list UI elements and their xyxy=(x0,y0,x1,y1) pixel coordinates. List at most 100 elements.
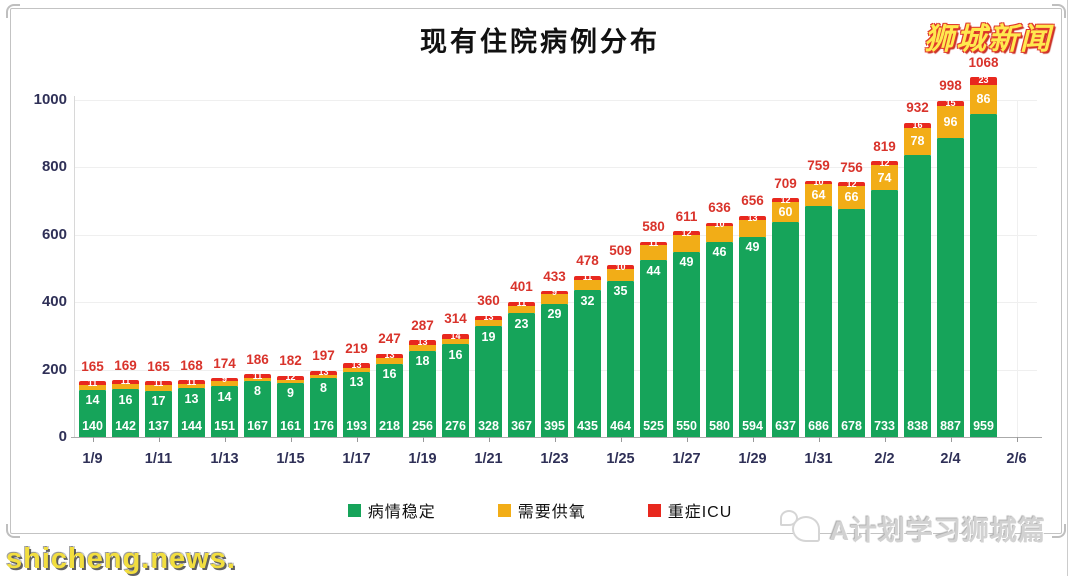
total-value-label: 478 xyxy=(576,253,599,269)
oxygen-value-label: 74 xyxy=(877,170,892,185)
total-value-label: 165 xyxy=(81,358,104,374)
oxygen-value-label: 8 xyxy=(254,384,261,399)
bar: 395 29 9 433 xyxy=(541,261,568,437)
oxygen-value-label: 17 xyxy=(151,394,166,409)
icu-value-label: 11 xyxy=(186,376,197,387)
stable-segment xyxy=(574,290,601,437)
frame-corner-ornament xyxy=(1052,524,1066,538)
total-value-label: 709 xyxy=(774,175,797,191)
total-value-label: 197 xyxy=(312,348,335,364)
oxygen-segment xyxy=(772,202,799,223)
oxygen-value-label: 96 xyxy=(943,114,958,129)
x-axis-tick-mark xyxy=(488,437,490,442)
icu-value-label: 16 xyxy=(912,120,923,131)
total-value-label: 401 xyxy=(510,279,533,295)
icu-segment xyxy=(805,180,832,185)
icu-segment xyxy=(475,315,502,321)
stable-segment xyxy=(112,389,139,437)
stable-value-label: 140 xyxy=(82,418,103,433)
stable-value-label: 887 xyxy=(940,418,961,433)
icu-value-label: 12 xyxy=(285,372,296,383)
stable-value-label: 193 xyxy=(346,418,367,433)
stable-segment xyxy=(970,113,997,437)
oxygen-color-swatch xyxy=(497,503,511,517)
stacked-bar-chart: 0 200 400 600 800 1000 140 14 11 165 142 16 11 169 137… xyxy=(34,56,1060,467)
stable-value-label: 435 xyxy=(577,418,598,433)
icu-value-label: 12 xyxy=(846,178,857,189)
icu-segment xyxy=(673,231,700,236)
stable-segment xyxy=(772,222,799,437)
y-gridline xyxy=(75,100,1037,101)
stable-segment xyxy=(673,251,700,437)
legend-item-icu: 重症ICU xyxy=(647,498,733,522)
total-value-label: 611 xyxy=(675,208,698,224)
x-axis-tick-mark xyxy=(224,437,226,442)
icu-value-label: 9 xyxy=(551,287,557,298)
stable-value-label: 838 xyxy=(907,418,928,433)
icu-segment xyxy=(442,333,469,339)
total-value-label: 182 xyxy=(279,353,302,369)
oxygen-value-label: 86 xyxy=(976,92,991,107)
chat-bubbles-icon xyxy=(779,508,824,548)
stable-value-label: 161 xyxy=(280,418,301,433)
oxygen-value-label: 35 xyxy=(613,284,628,299)
stable-segment xyxy=(904,154,931,437)
stable-segment xyxy=(871,189,898,437)
stable-segment xyxy=(79,389,106,437)
frame-corner-ornament xyxy=(6,524,20,538)
oxygen-value-label: 16 xyxy=(118,392,133,407)
bar: 838 78 16 932 xyxy=(904,93,931,437)
stable-segment xyxy=(937,138,964,437)
oxygen-segment xyxy=(838,186,865,209)
legend-label: 重症ICU xyxy=(667,504,733,521)
stable-value-label: 367 xyxy=(511,418,532,433)
stable-value-label: 525 xyxy=(643,418,664,433)
icu-segment xyxy=(838,182,865,187)
total-value-label: 168 xyxy=(180,357,203,373)
page-title: 现有住院病例分布 xyxy=(420,27,660,57)
stable-segment xyxy=(376,363,403,437)
x-axis-tick-label: 1/17 xyxy=(342,451,371,467)
stable-value-label: 276 xyxy=(445,418,466,433)
stable-value-label: 733 xyxy=(874,418,895,433)
y-axis-line xyxy=(74,96,75,437)
legend-label: 病情稳定 xyxy=(367,504,436,521)
bar: 733 74 12 819 xyxy=(871,131,898,437)
x-axis-tick-mark xyxy=(950,437,952,442)
icu-segment xyxy=(607,265,634,269)
icu-segment xyxy=(277,375,304,380)
total-value-label: 580 xyxy=(642,219,665,235)
frame-corner-ornament xyxy=(6,4,20,18)
bar: 144 13 11 168 xyxy=(178,350,205,437)
icu-value-label: 11 xyxy=(648,237,659,248)
bar: 218 16 13 247 xyxy=(376,324,403,437)
oxygen-segment xyxy=(607,268,634,281)
total-value-label: 932 xyxy=(906,100,929,116)
oxygen-segment xyxy=(145,385,172,391)
icu-value-label: 10 xyxy=(714,218,725,229)
bar: 256 18 13 287 xyxy=(409,310,436,437)
bar: 550 49 12 611 xyxy=(673,201,700,437)
stable-color-swatch xyxy=(347,503,361,517)
bar: 594 49 13 656 xyxy=(739,186,766,437)
oxygen-segment xyxy=(640,245,667,261)
x-gridline xyxy=(1016,100,1018,437)
x-axis-tick-mark xyxy=(290,437,292,442)
x-axis-tick-mark xyxy=(92,437,94,442)
x-axis-tick-label: 1/29 xyxy=(738,451,767,467)
bar: 637 60 12 709 xyxy=(772,168,799,437)
icu-segment xyxy=(409,340,436,345)
stable-value-label: 218 xyxy=(379,418,400,433)
stable-value-label: 176 xyxy=(313,418,334,433)
total-value-label: 509 xyxy=(609,242,632,258)
total-value-label: 219 xyxy=(345,340,368,356)
bar: 580 46 10 636 xyxy=(706,193,733,437)
frame-right-edge-line xyxy=(1067,0,1068,576)
bar: 525 44 11 580 xyxy=(640,212,667,437)
icu-color-swatch xyxy=(647,503,661,517)
total-value-label: 360 xyxy=(477,293,500,309)
oxygen-segment xyxy=(376,358,403,364)
oxygen-segment xyxy=(112,383,139,390)
icu-segment xyxy=(739,215,766,221)
oxygen-value-label: 49 xyxy=(679,255,694,270)
